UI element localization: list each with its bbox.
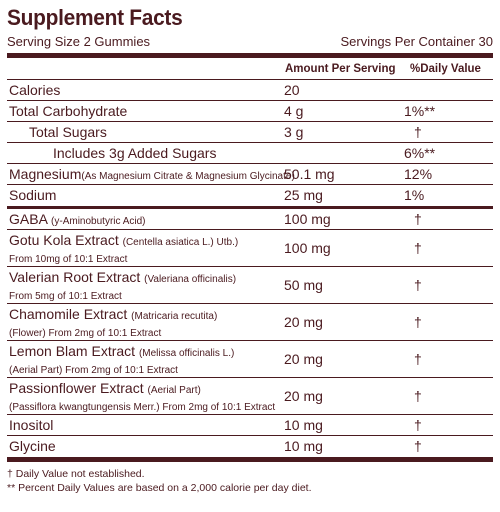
ingredient-amount: 10 mg <box>284 438 323 454</box>
ingredient-extract-note: From 5mg of 10:1 Extract <box>9 291 122 302</box>
ingredient-name: Valerian Root Extract <box>9 269 141 285</box>
ingredient-source: (Melissa officinalis L.) <box>138 348 235 359</box>
serving-size: Serving Size 2 Gummies <box>7 34 151 49</box>
ingredient-name: Inositol <box>9 417 54 433</box>
ingredient-source: (y-Aminobutyric Acid) <box>51 216 146 227</box>
nutrient-row-total-carbohydrate: Total Carbohydrate 4 g 1%** <box>7 101 493 122</box>
nutrient-amount: 50.1 mg <box>284 166 335 182</box>
ingredient-extract-note: (Aerial Part) From 2mg of 10:1 Extract <box>9 365 178 376</box>
ingredient-name: GABA <box>9 211 48 227</box>
ingredient-row-valerian-root: Valerian Root Extract (Valeriana officin… <box>7 267 493 304</box>
amount-header: Amount Per Serving <box>285 63 396 75</box>
ingredient-row-inositol: Inositol 10 mg † <box>7 415 493 436</box>
ingredient-amount: 10 mg <box>284 417 323 433</box>
nutrient-amount: 25 mg <box>284 187 323 203</box>
nutrient-dv: 6%** <box>404 145 436 161</box>
ingredient-source: (Centella asiatica L.) Utb.) <box>122 237 239 248</box>
thick-divider <box>7 53 493 58</box>
nutrient-row-magnesium: Magnesium(As Magnesium Citrate & Magnesi… <box>7 164 493 185</box>
ingredient-row-chamomile: Chamomile Extract (Matricaria recutita) … <box>7 304 493 341</box>
ingredient-row-gaba: GABA (y-Aminobutyric Acid) 100 mg † <box>7 209 493 230</box>
nutrient-name: Total Carbohydrate <box>9 103 128 119</box>
ingredient-amount: 50 mg <box>284 277 323 293</box>
supplement-facts-panel: Supplement Facts Serving Size 2 Gummies … <box>7 4 493 495</box>
ingredient-source: (Valeriana officinalis) <box>144 274 237 285</box>
ingredient-row-lemon-blam: Lemon Blam Extract (Melissa officinalis … <box>7 341 493 378</box>
nutrient-name: Calories <box>9 82 61 98</box>
ingredient-name: Chamomile Extract <box>9 306 128 322</box>
nutrient-row-calories: Calories 20 <box>7 80 493 101</box>
ingredient-extract-note: (Passiflora kwangtungensis Merr.) From 2… <box>9 402 276 413</box>
ingredient-dv: † <box>414 351 422 367</box>
ingredient-dv: † <box>414 417 422 433</box>
ingredient-dv: † <box>414 438 422 454</box>
medium-divider <box>7 206 493 209</box>
ingredient-row-gotu-kola: Gotu Kola Extract (Centella asiatica L.)… <box>7 230 493 267</box>
nutrient-dv: 1% <box>404 187 425 203</box>
ingredient-dv: † <box>414 314 422 330</box>
ingredient-source: (Aerial Part) <box>147 385 201 396</box>
ingredient-amount: 100 mg <box>284 240 331 256</box>
bottom-thick-divider <box>7 457 493 462</box>
nutrient-row-total-sugars: Total Sugars 3 g † <box>7 122 493 143</box>
servings-per-container: Servings Per Container 30 <box>340 34 493 49</box>
nutrient-source: (As Magnesium Citrate & Magnesium Glycin… <box>81 171 295 182</box>
nutrient-dv: 12% <box>404 166 433 182</box>
nutrient-name: Magnesium <box>9 166 82 182</box>
ingredient-amount: 20 mg <box>284 314 323 330</box>
nutrient-amount: 20 <box>284 82 300 98</box>
serving-info: Serving Size 2 Gummies Servings Per Cont… <box>7 33 493 51</box>
nutrient-amount: 3 g <box>284 124 304 140</box>
nutrient-amount: 4 g <box>284 103 304 119</box>
ingredient-dv: † <box>414 240 422 256</box>
nutrient-row-sodium: Sodium 25 mg 1% <box>7 185 493 206</box>
ingredient-name: Glycine <box>9 438 56 454</box>
ingredient-extract-note: (Flower) From 2mg of 10:1 Extract <box>9 328 162 339</box>
dv-header: %Daily Value <box>410 63 481 75</box>
ingredient-name: Gotu Kola Extract <box>9 232 119 248</box>
nutrient-dv: † <box>414 124 422 140</box>
nutrient-dv: 1%** <box>404 103 436 119</box>
footnote-percent-dv: ** Percent Daily Values are based on a 2… <box>7 482 312 494</box>
ingredient-extract-note: From 10mg of 10:1 Extract <box>9 254 128 265</box>
ingredient-dv: † <box>414 277 422 293</box>
nutrient-name: Total Sugars <box>29 124 107 140</box>
nutrient-row-added-sugars: Includes 3g Added Sugars 6%** <box>7 143 493 164</box>
ingredient-row-passionflower: Passionflower Extract (Aerial Part) (Pas… <box>7 378 493 415</box>
ingredient-source: (Matricaria recutita) <box>131 311 218 322</box>
column-header-row: Amount Per Serving %Daily Value <box>7 58 493 80</box>
ingredient-row-glycine: Glycine 10 mg † <box>7 436 493 457</box>
nutrient-name: Includes 3g Added Sugars <box>53 145 217 161</box>
footnotes: † Daily Value not established. ** Percen… <box>7 467 493 495</box>
ingredient-amount: 20 mg <box>284 388 323 404</box>
ingredient-name: Lemon Blam Extract <box>9 343 136 359</box>
ingredient-amount: 100 mg <box>284 211 331 227</box>
ingredient-dv: † <box>414 211 422 227</box>
ingredient-amount: 20 mg <box>284 351 323 367</box>
nutrient-name: Sodium <box>9 187 57 203</box>
footnote-dagger: † Daily Value not established. <box>7 468 145 480</box>
ingredient-name: Passionflower Extract <box>9 380 144 396</box>
ingredient-dv: † <box>414 388 422 404</box>
panel-title: Supplement Facts <box>7 5 183 30</box>
